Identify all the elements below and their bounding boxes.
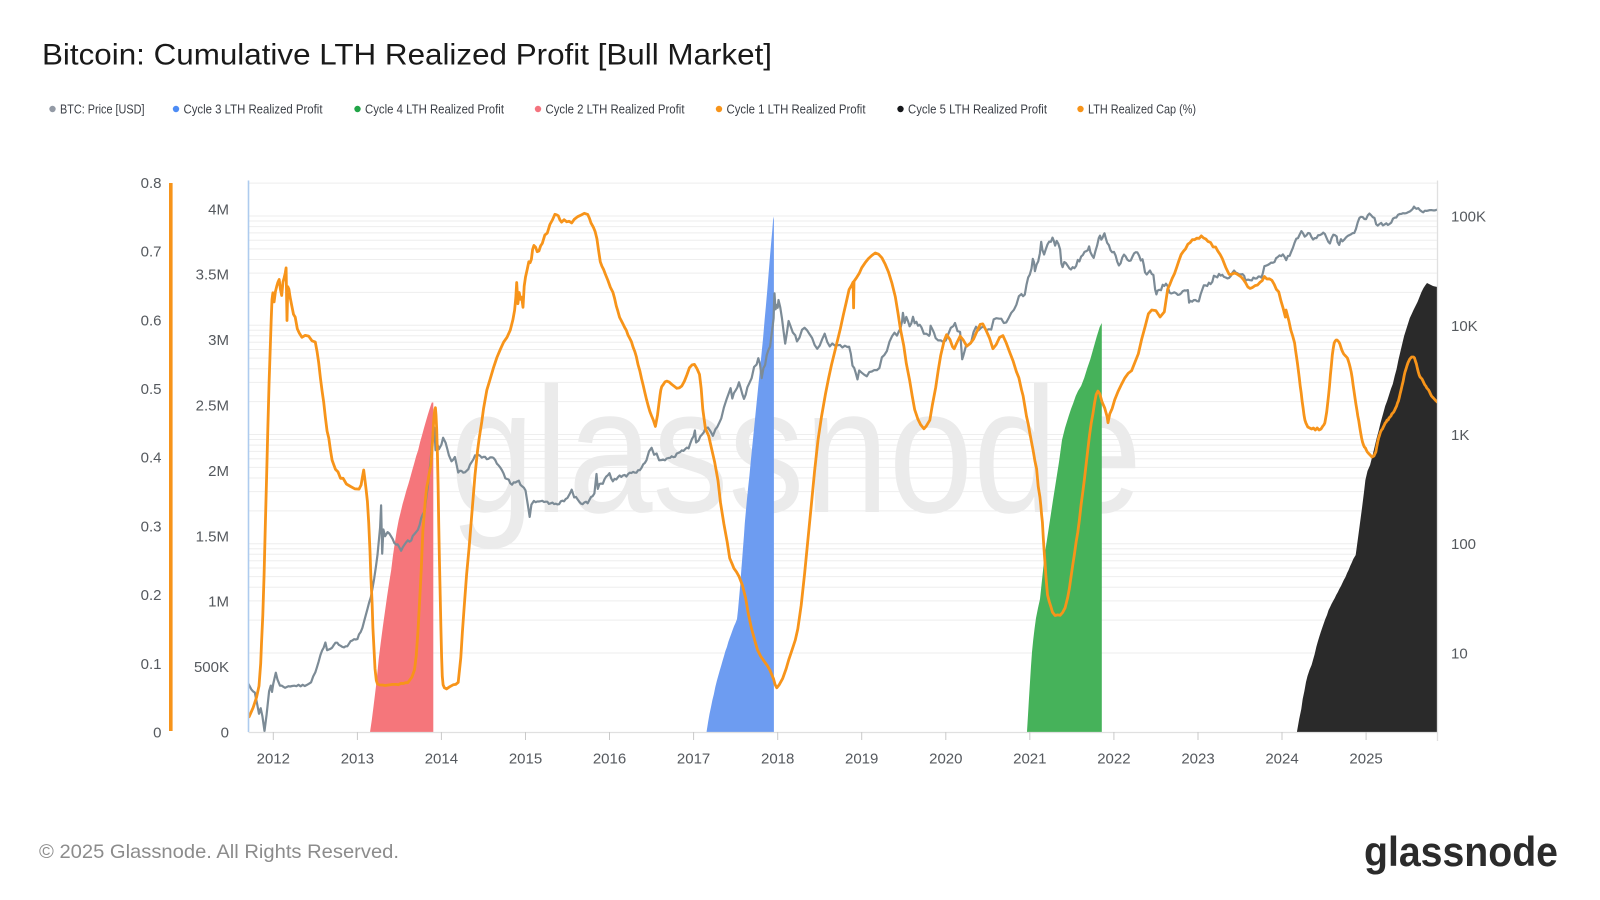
svg-text:3M: 3M <box>208 332 229 349</box>
svg-text:2016: 2016 <box>593 751 626 768</box>
svg-text:0.8: 0.8 <box>141 175 162 192</box>
svg-text:glassnode: glassnode <box>450 351 1142 550</box>
svg-text:0.3: 0.3 <box>141 518 162 535</box>
svg-text:LTH Realized Cap (%): LTH Realized Cap (%) <box>1088 102 1196 117</box>
svg-text:2024: 2024 <box>1265 751 1298 768</box>
svg-text:1.5M: 1.5M <box>196 528 229 545</box>
svg-text:Cycle 1 LTH Realized Profit: Cycle 1 LTH Realized Profit <box>727 102 866 117</box>
svg-text:Cycle 3 LTH Realized Profit: Cycle 3 LTH Realized Profit <box>184 102 323 117</box>
svg-text:Cycle 2 LTH Realized Profit: Cycle 2 LTH Realized Profit <box>546 102 685 117</box>
svg-text:1K: 1K <box>1451 427 1469 444</box>
svg-text:2025: 2025 <box>1349 751 1382 768</box>
svg-text:2012: 2012 <box>257 751 290 768</box>
svg-text:2017: 2017 <box>677 751 710 768</box>
svg-text:10: 10 <box>1451 646 1468 663</box>
svg-text:2021: 2021 <box>1013 751 1046 768</box>
svg-text:Bitcoin: Cumulative LTH Realiz: Bitcoin: Cumulative LTH Realized Profit … <box>42 39 772 72</box>
svg-text:0.1: 0.1 <box>141 656 162 673</box>
svg-text:2020: 2020 <box>929 751 962 768</box>
svg-text:0: 0 <box>221 725 229 742</box>
svg-text:2015: 2015 <box>509 751 542 768</box>
svg-text:100K: 100K <box>1451 209 1486 226</box>
svg-text:© 2025 Glassnode. All Rights R: © 2025 Glassnode. All Rights Reserved. <box>39 841 399 863</box>
svg-text:3.5M: 3.5M <box>196 267 229 284</box>
svg-text:2023: 2023 <box>1181 751 1214 768</box>
svg-text:2019: 2019 <box>845 751 878 768</box>
svg-text:500K: 500K <box>194 659 229 676</box>
svg-text:100: 100 <box>1451 536 1476 553</box>
svg-text:4M: 4M <box>208 201 229 218</box>
svg-text:0.2: 0.2 <box>141 587 162 604</box>
svg-text:0.4: 0.4 <box>141 450 162 467</box>
svg-text:2.5M: 2.5M <box>196 398 229 415</box>
svg-text:10K: 10K <box>1451 318 1478 335</box>
svg-text:2018: 2018 <box>761 751 794 768</box>
svg-text:Cycle 4 LTH Realized Profit: Cycle 4 LTH Realized Profit <box>365 102 504 117</box>
svg-text:glassnode: glassnode <box>1364 828 1558 875</box>
svg-text:1M: 1M <box>208 594 229 611</box>
svg-text:0.5: 0.5 <box>141 381 162 398</box>
svg-text:2022: 2022 <box>1097 751 1130 768</box>
svg-text:2M: 2M <box>208 463 229 480</box>
svg-text:Cycle 5 LTH Realized Profit: Cycle 5 LTH Realized Profit <box>908 102 1047 117</box>
svg-text:0.7: 0.7 <box>141 244 162 261</box>
svg-text:0.6: 0.6 <box>141 312 162 329</box>
svg-text:2013: 2013 <box>341 751 374 768</box>
svg-text:2014: 2014 <box>425 751 458 768</box>
svg-text:0: 0 <box>153 725 161 742</box>
svg-text:BTC: Price [USD]: BTC: Price [USD] <box>60 102 145 117</box>
